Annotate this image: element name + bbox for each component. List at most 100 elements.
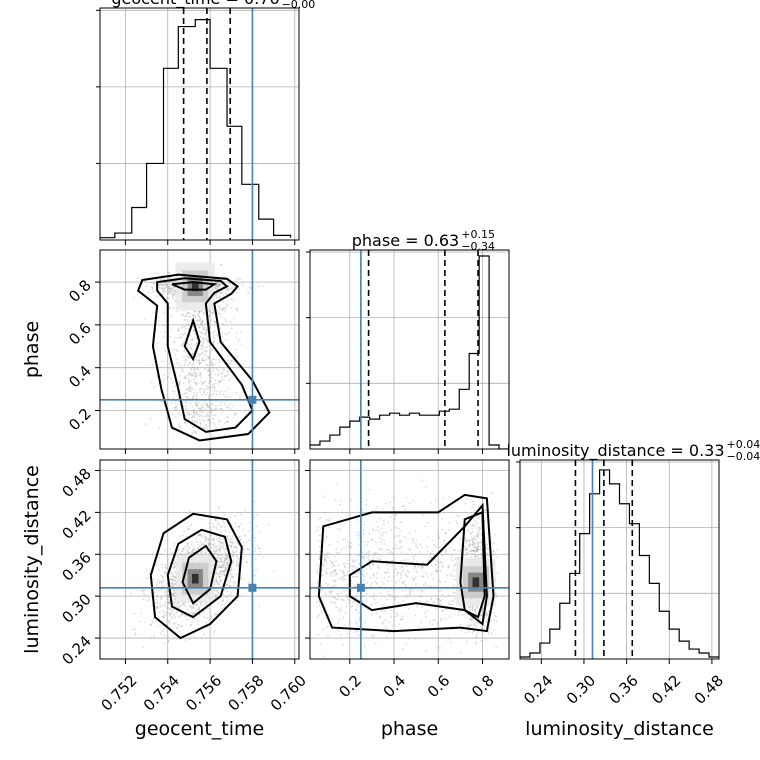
sample-point bbox=[185, 396, 188, 399]
sample-point bbox=[198, 310, 201, 312]
sample-point bbox=[173, 286, 175, 288]
contour-phase-vs-geocent_time-3 bbox=[183, 317, 201, 362]
sample-point bbox=[221, 335, 223, 338]
sample-point bbox=[471, 609, 474, 612]
sample-point bbox=[184, 414, 187, 417]
sample-point bbox=[231, 377, 233, 379]
sample-point bbox=[448, 521, 451, 524]
sample-point bbox=[223, 307, 226, 310]
sample-point bbox=[334, 597, 337, 600]
sample-point bbox=[168, 601, 171, 604]
sample-point bbox=[419, 543, 422, 546]
sample-point bbox=[166, 376, 169, 379]
sample-point bbox=[226, 536, 229, 539]
density-luminosity_distance-vs-geocent_time bbox=[100, 460, 299, 659]
sample-point bbox=[464, 502, 467, 505]
sample-point bbox=[441, 517, 443, 520]
sample-point bbox=[223, 574, 226, 577]
sample-point bbox=[476, 545, 479, 548]
sample-point bbox=[190, 605, 193, 608]
sample-point bbox=[216, 283, 219, 286]
sample-point bbox=[470, 617, 473, 620]
sample-point bbox=[474, 640, 477, 643]
sample-point bbox=[194, 381, 197, 384]
sample-point bbox=[346, 570, 349, 573]
sample-point bbox=[201, 518, 203, 521]
sample-point bbox=[210, 403, 212, 406]
sample-point bbox=[354, 629, 357, 632]
sample-point bbox=[202, 406, 205, 409]
sample-point bbox=[319, 534, 321, 537]
sample-point bbox=[237, 277, 240, 280]
sample-point bbox=[172, 381, 174, 384]
sample-point bbox=[157, 589, 160, 592]
sample-point bbox=[330, 589, 332, 592]
sample-point bbox=[351, 568, 354, 571]
sample-point bbox=[215, 613, 218, 616]
sample-point bbox=[426, 550, 429, 553]
sample-point bbox=[185, 388, 188, 391]
sample-point bbox=[224, 339, 227, 342]
sample-point bbox=[193, 411, 196, 414]
sample-point bbox=[187, 321, 189, 324]
sample-point bbox=[465, 548, 468, 551]
sample-point bbox=[194, 612, 196, 614]
sample-point bbox=[188, 381, 190, 384]
sample-point bbox=[187, 397, 190, 400]
sample-point bbox=[219, 579, 222, 582]
sample-point bbox=[358, 537, 361, 540]
sample-point bbox=[175, 621, 177, 624]
sample-point bbox=[409, 591, 412, 594]
sample-point bbox=[167, 590, 170, 593]
sample-point bbox=[324, 558, 326, 561]
sample-point bbox=[209, 380, 212, 383]
sample-point bbox=[167, 601, 170, 604]
sample-point bbox=[178, 411, 181, 414]
sample-point bbox=[208, 423, 211, 425]
sample-point bbox=[465, 640, 468, 643]
sample-point bbox=[203, 339, 206, 342]
sample-point bbox=[169, 626, 172, 629]
sample-point bbox=[165, 594, 167, 596]
sample-point bbox=[212, 369, 214, 372]
sample-point bbox=[425, 485, 428, 488]
sample-point bbox=[186, 345, 189, 348]
sample-point bbox=[412, 556, 415, 558]
sample-point bbox=[378, 548, 381, 551]
sample-point bbox=[496, 556, 498, 559]
sample-point bbox=[344, 611, 347, 614]
sample-point bbox=[189, 315, 192, 318]
sample-point bbox=[156, 296, 158, 298]
sample-point bbox=[218, 381, 221, 384]
sample-point bbox=[318, 550, 321, 553]
sample-point bbox=[346, 540, 349, 543]
sample-point bbox=[334, 580, 337, 583]
sample-point bbox=[161, 566, 164, 569]
sample-point bbox=[469, 532, 472, 535]
sample-point bbox=[203, 420, 205, 423]
sample-point bbox=[177, 602, 180, 605]
sample-point bbox=[441, 565, 444, 568]
sample-point bbox=[191, 366, 194, 369]
histogram-phase bbox=[310, 250, 509, 449]
x-tick-label-geocent_time: 0.760 bbox=[267, 671, 310, 714]
sample-point bbox=[355, 608, 357, 611]
sample-point bbox=[397, 602, 399, 605]
sample-point bbox=[160, 563, 163, 566]
sample-point bbox=[203, 346, 206, 349]
sample-point bbox=[477, 671, 479, 673]
sample-point bbox=[412, 580, 415, 582]
sample-point bbox=[162, 288, 165, 291]
sample-point bbox=[216, 286, 219, 289]
sample-point bbox=[345, 545, 348, 548]
sample-point bbox=[487, 632, 490, 635]
sample-point bbox=[215, 572, 218, 575]
sample-point bbox=[183, 603, 186, 606]
sample-point bbox=[213, 330, 216, 333]
sample-point bbox=[216, 523, 219, 526]
sample-point bbox=[141, 589, 144, 592]
sample-point bbox=[220, 579, 222, 581]
sample-point bbox=[216, 334, 219, 337]
sample-point bbox=[369, 567, 372, 570]
sample-point bbox=[172, 574, 175, 577]
